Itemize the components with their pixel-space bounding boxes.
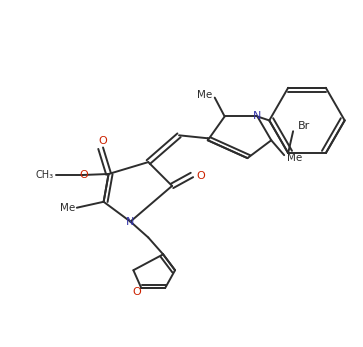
Text: N: N	[253, 111, 262, 121]
Text: Me: Me	[197, 90, 213, 100]
Text: Br: Br	[298, 121, 310, 131]
Text: O: O	[132, 287, 141, 297]
Text: CH₃: CH₃	[36, 170, 54, 180]
Text: N: N	[126, 217, 135, 227]
Text: Me: Me	[60, 203, 75, 213]
Text: O: O	[79, 170, 88, 180]
Text: O: O	[98, 136, 107, 146]
Text: O: O	[196, 171, 205, 181]
Text: Me: Me	[287, 153, 302, 163]
